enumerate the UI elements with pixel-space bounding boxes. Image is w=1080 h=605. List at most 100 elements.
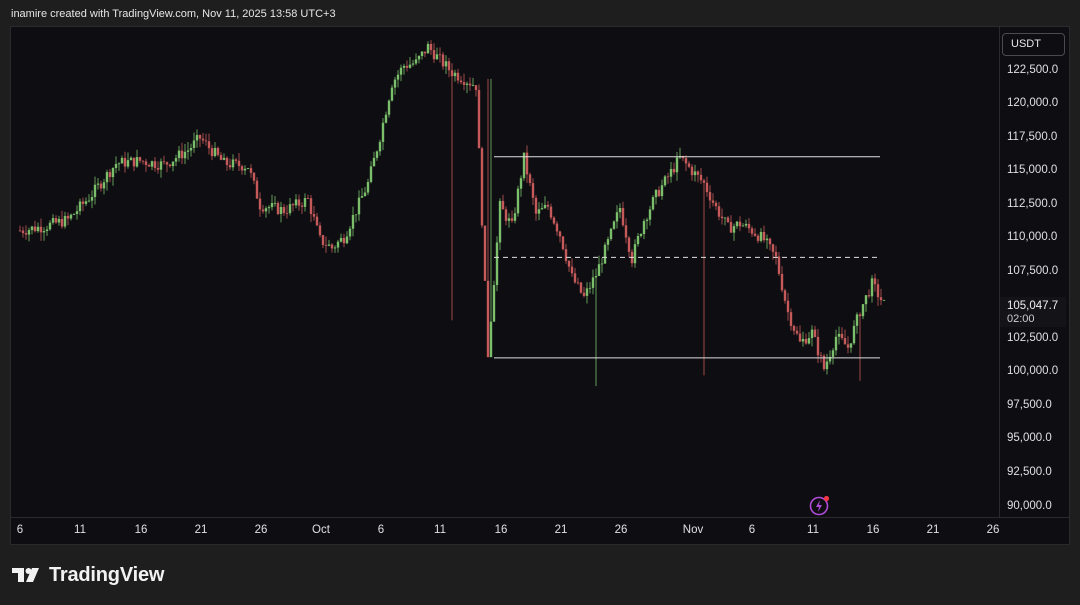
time-tick-label: 6	[377, 524, 385, 536]
time-tick-label: 6	[748, 524, 756, 536]
time-tick-label: 26	[614, 524, 628, 536]
candle-up	[351, 215, 355, 229]
candle-up	[648, 209, 652, 220]
candle-up	[654, 189, 658, 198]
candle-down	[60, 218, 64, 227]
candle-down	[546, 204, 550, 207]
candle-up	[633, 244, 637, 264]
price-tick-label: 97,500.0	[1007, 398, 1052, 411]
candle-up	[42, 231, 46, 233]
candle-up	[183, 151, 187, 159]
candle-down	[240, 166, 244, 171]
candle-up	[411, 63, 415, 65]
candle-up	[612, 221, 616, 229]
price-tick-label: 90,000.0	[1007, 499, 1052, 512]
currency-selector[interactable]: USDT	[1002, 33, 1065, 56]
candle-up	[213, 147, 217, 157]
candle-down	[468, 83, 472, 86]
candle-down	[300, 205, 304, 207]
candle-down	[486, 280, 490, 358]
candle-down	[480, 148, 484, 226]
lightning-alert-icon[interactable]	[809, 494, 831, 516]
price-chart[interactable]	[10, 26, 1000, 518]
candle-up	[69, 214, 73, 219]
candle-down	[792, 325, 796, 331]
candle-down	[162, 161, 166, 163]
candle-up	[387, 100, 391, 115]
candle-up	[378, 141, 382, 152]
candle-up	[57, 218, 61, 223]
candle-up	[744, 223, 748, 226]
candle-up	[111, 167, 115, 178]
candle-up	[246, 168, 250, 169]
candle-up	[135, 157, 139, 167]
candle-up	[345, 236, 349, 244]
candle-down	[456, 72, 460, 81]
candle-down	[201, 138, 205, 141]
candle-down	[705, 182, 709, 193]
candle-down	[330, 244, 334, 249]
candle-up	[861, 304, 865, 317]
candle-up	[825, 361, 829, 370]
candle-down	[318, 225, 322, 236]
candle-up	[96, 183, 100, 185]
current-price-tag: 105,047.7 02:00	[1000, 297, 1066, 327]
candle-down	[714, 202, 718, 207]
candle-down	[33, 226, 37, 232]
candle-down	[567, 260, 571, 267]
candle-up	[72, 213, 76, 215]
candle-down	[621, 208, 625, 226]
candle-up	[267, 207, 271, 209]
candle-up	[372, 157, 376, 167]
candle-down	[672, 168, 676, 173]
candle-up	[381, 122, 385, 142]
chart-panel[interactable]	[10, 26, 1070, 545]
candle-up	[393, 79, 397, 88]
candle-up	[273, 202, 277, 204]
candle-down	[312, 214, 316, 217]
candle-up	[807, 338, 811, 344]
candle-up	[159, 161, 163, 170]
candle-down	[432, 50, 436, 60]
candle-down	[690, 166, 694, 176]
candle-down	[483, 225, 487, 281]
candle-down	[873, 278, 877, 285]
candle-up	[30, 226, 34, 231]
candle-down	[780, 273, 784, 291]
candle-down	[624, 225, 628, 238]
candle-up	[417, 56, 421, 60]
time-tick-label: 6	[16, 524, 24, 536]
candle-down	[81, 201, 85, 204]
candle-up	[357, 197, 361, 215]
candle-down	[579, 282, 583, 293]
candle-down	[711, 200, 715, 203]
candle-up	[78, 201, 82, 212]
candle-down	[219, 154, 223, 160]
candle-up	[294, 199, 298, 206]
candle-down	[528, 174, 532, 184]
candle-down	[237, 160, 241, 167]
candle-up	[339, 237, 343, 242]
candle-down	[291, 204, 295, 206]
candle-down	[858, 314, 862, 317]
candle-down	[165, 162, 169, 165]
candle-down	[879, 297, 883, 301]
candle-down	[459, 80, 463, 83]
candle-down	[558, 231, 562, 237]
candle-up	[129, 157, 133, 161]
candle-up	[669, 168, 673, 177]
candle-up	[540, 208, 544, 210]
candle-up	[489, 321, 493, 358]
candle-up	[834, 336, 838, 351]
candle-down	[429, 43, 433, 51]
tradingview-brand[interactable]: TradingView	[12, 563, 164, 587]
time-tick-label: 26	[254, 524, 268, 536]
candle-up	[177, 150, 181, 159]
candle-down	[462, 82, 466, 85]
candle-down	[699, 174, 703, 181]
candle-down	[771, 244, 775, 252]
candle-down	[510, 218, 514, 221]
candle-up	[585, 288, 589, 296]
candle-up	[645, 219, 649, 221]
candle-up	[408, 64, 412, 68]
